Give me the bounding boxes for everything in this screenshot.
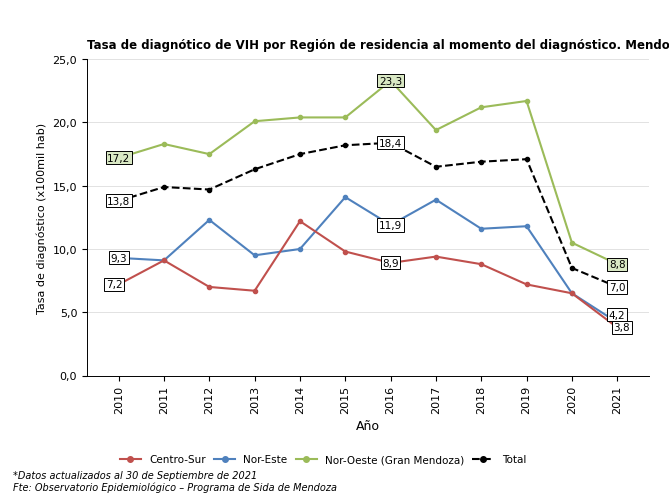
- Text: 17,2: 17,2: [107, 154, 130, 164]
- Text: 7,0: 7,0: [609, 283, 626, 293]
- X-axis label: Año: Año: [356, 419, 380, 432]
- Text: 9,3: 9,3: [110, 254, 127, 264]
- Text: 4,2: 4,2: [609, 310, 626, 320]
- Text: 11,9: 11,9: [379, 220, 402, 230]
- Text: *Datos actualizados al 30 de Septiembre de 2021: *Datos actualizados al 30 de Septiembre …: [13, 470, 258, 480]
- Text: 3,8: 3,8: [613, 323, 630, 333]
- Text: 8,9: 8,9: [382, 259, 399, 269]
- Text: 8,8: 8,8: [609, 260, 626, 270]
- Legend: Centro-Sur, Nor-Este, Nor-Oeste (Gran Mendoza), Total: Centro-Sur, Nor-Este, Nor-Oeste (Gran Me…: [116, 450, 530, 468]
- Text: 7,2: 7,2: [106, 280, 122, 290]
- Text: Tasa de diagnótico de VIH por Región de residencia al momento del diagnóstico. M: Tasa de diagnótico de VIH por Región de …: [87, 39, 669, 52]
- Text: Fte: Observatorio Epidemiológico – Programa de Sida de Mendoza: Fte: Observatorio Epidemiológico – Progr…: [13, 481, 337, 492]
- Text: 23,3: 23,3: [379, 77, 402, 87]
- Text: 18,4: 18,4: [379, 138, 402, 148]
- Text: 13,8: 13,8: [107, 196, 130, 206]
- Y-axis label: Tasa de diagnóstico (x100mil hab): Tasa de diagnóstico (x100mil hab): [37, 123, 47, 313]
